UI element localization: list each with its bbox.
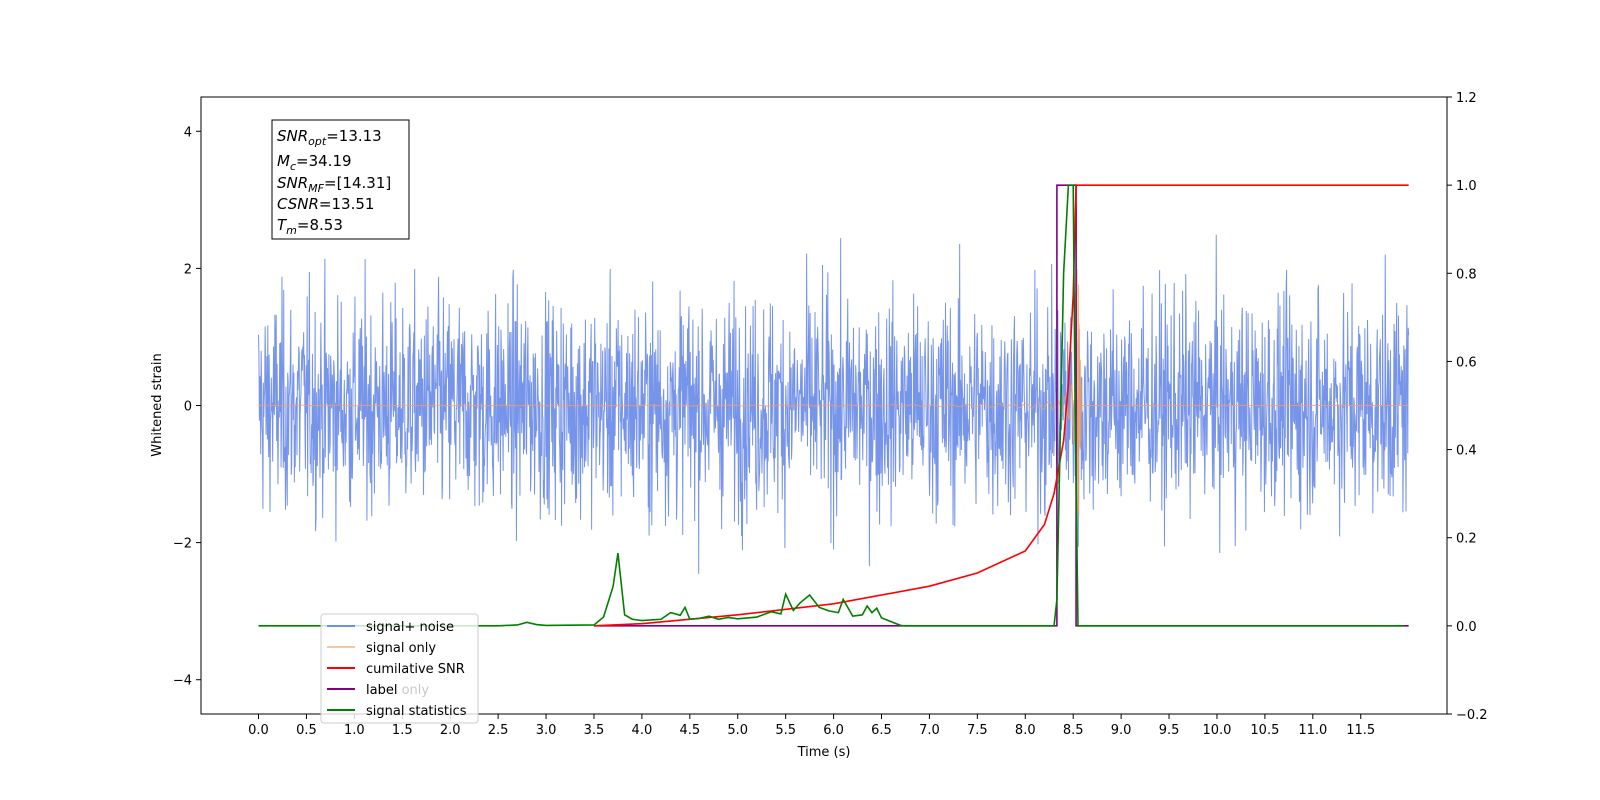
x-tick-label: 8.5 xyxy=(1063,723,1084,738)
axes-layer: 0.0 0.5 1.0 1.5 2.0 2.5 3.0 3.5 4.0 4.5 5.0 5.5 6.0 6… xyxy=(173,91,1488,738)
x-tick-label: 2.5 xyxy=(488,723,509,738)
legend: signal+ noise signal only cumilative SNR… xyxy=(320,613,479,724)
annotation-line-mc: Mc=34.19 xyxy=(277,152,352,173)
x-tick-label: 10.5 xyxy=(1250,723,1279,738)
annotation-line-tm: Tm=8.53 xyxy=(277,216,343,237)
annotation-line-snr-opt: SNRopt=13.13 xyxy=(277,127,382,148)
y-right-tick-label: 1.0 xyxy=(1456,179,1477,194)
x-tick-label: 5.0 xyxy=(727,723,748,738)
annotation-box: SNRopt=13.13 Mc=34.19 SNRMF=[14.31] CSNR… xyxy=(271,119,410,240)
annotation-frame xyxy=(271,119,410,240)
x-axis-title: Time (s) xyxy=(797,745,851,760)
legend-label-signal-statistics: signal statistics xyxy=(366,704,467,719)
y-left-tick-label: 2 xyxy=(184,262,192,277)
x-tick-label: 3.0 xyxy=(536,723,557,738)
y-right-tick-label: 1.2 xyxy=(1456,91,1477,106)
x-tick-label: 7.5 xyxy=(967,723,988,738)
x-tick-label: 0.5 xyxy=(296,723,317,738)
y-right-tick-label: 0.4 xyxy=(1456,444,1477,459)
x-tick-label: 7.0 xyxy=(919,723,940,738)
y-right-tick-label: −0.2 xyxy=(1456,708,1488,723)
legend-label-cumulative-snr: cumilative SNR xyxy=(366,662,465,677)
series-layer xyxy=(258,184,1410,627)
x-tick-label: 10.0 xyxy=(1202,723,1231,738)
y-right-tick-label: 0.2 xyxy=(1456,532,1477,547)
x-tick-label: 1.0 xyxy=(344,723,365,738)
y-left-tick-label: 4 xyxy=(184,125,192,140)
x-tick-label: 8.0 xyxy=(1015,723,1036,738)
legend-label-signal-only: signal only xyxy=(366,641,436,656)
series-signal-statistics-line xyxy=(258,184,1404,627)
series-cumulative-snr-line xyxy=(593,184,1409,627)
legend-label-label: label xyxy=(366,683,397,698)
x-tick-label: 0.0 xyxy=(248,723,269,738)
y-left-tick-label: −2 xyxy=(173,537,192,552)
x-tick-label: 6.5 xyxy=(871,723,892,738)
legend-label-label-only: label only xyxy=(366,683,429,698)
y-right-tick-label: 0.8 xyxy=(1456,267,1477,282)
annotation-line-csnr: CSNR=13.51 xyxy=(277,195,374,213)
series-signal-noise-line xyxy=(258,234,1410,574)
legend-label-signal-noise: signal+ noise xyxy=(366,620,454,635)
y-left-tick-label: 0 xyxy=(184,400,192,415)
series-signal-only-line xyxy=(258,207,1409,590)
legend-frame xyxy=(320,613,479,724)
x-tick-label: 4.5 xyxy=(679,723,700,738)
annotation-line-snr-mf: SNRMF=[14.31] xyxy=(277,174,391,195)
y-axis-left-title: Whitened strain xyxy=(150,353,165,456)
x-tick-label: 11.0 xyxy=(1298,723,1327,738)
y-right-tick-label: 0.6 xyxy=(1456,355,1477,370)
y-right-tick-label: 0.0 xyxy=(1456,620,1477,635)
x-tick-label: 11.5 xyxy=(1346,723,1375,738)
x-tick-label: 9.5 xyxy=(1159,723,1180,738)
x-tick-label: 5.5 xyxy=(775,723,796,738)
x-tick-label: 6.0 xyxy=(823,723,844,738)
x-tick-label: 9.0 xyxy=(1111,723,1132,738)
x-tick-label: 1.5 xyxy=(392,723,413,738)
x-tick-label: 2.0 xyxy=(440,723,461,738)
x-tick-label: 4.0 xyxy=(632,723,653,738)
y-left-tick-label: −4 xyxy=(173,674,192,689)
x-tick-label: 3.5 xyxy=(584,723,605,738)
